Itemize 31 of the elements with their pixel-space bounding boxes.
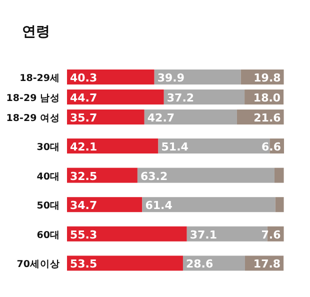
data-label: 53.5 bbox=[70, 258, 98, 271]
data-label: 7.6 bbox=[261, 228, 282, 242]
chart-title: 연령 bbox=[22, 24, 50, 40]
y-tick-label: 18-29세 bbox=[20, 73, 60, 84]
y-tick-label: 50대 bbox=[36, 200, 60, 212]
data-label: 63.2 bbox=[140, 170, 168, 183]
data-label: 37.2 bbox=[166, 92, 194, 104]
y-tick-label: 18-29 남성 bbox=[6, 93, 60, 104]
data-label: 40.3 bbox=[70, 72, 98, 84]
data-label: 19.8 bbox=[254, 72, 281, 84]
y-tick-label: 70세이상 bbox=[16, 259, 60, 270]
y-tick-label: 30대 bbox=[36, 142, 60, 153]
data-label: 51.4 bbox=[161, 140, 189, 154]
data-label: 35.7 bbox=[70, 112, 98, 124]
data-label: 34.7 bbox=[70, 199, 98, 212]
data-label: 55.3 bbox=[70, 228, 98, 242]
data-label: 18.0 bbox=[253, 92, 281, 104]
y-tick-label: 18-29 여성 bbox=[6, 113, 60, 124]
data-label: 21.6 bbox=[254, 112, 282, 124]
data-label: 37.1 bbox=[190, 228, 218, 242]
data-label: 39.9 bbox=[157, 72, 185, 84]
data-label: 61.4 bbox=[145, 199, 173, 212]
y-tick-label: 40대 bbox=[36, 171, 60, 182]
data-label: 17.8 bbox=[253, 258, 281, 271]
data-label: 28.6 bbox=[186, 258, 214, 271]
data-label: 42.1 bbox=[70, 140, 98, 154]
data-label: 44.7 bbox=[70, 92, 98, 104]
data-label: 32.5 bbox=[70, 170, 98, 183]
y-tick-label: 60대 bbox=[36, 230, 60, 241]
data-label: 6.6 bbox=[262, 140, 282, 154]
data-label: 42.7 bbox=[147, 112, 175, 124]
